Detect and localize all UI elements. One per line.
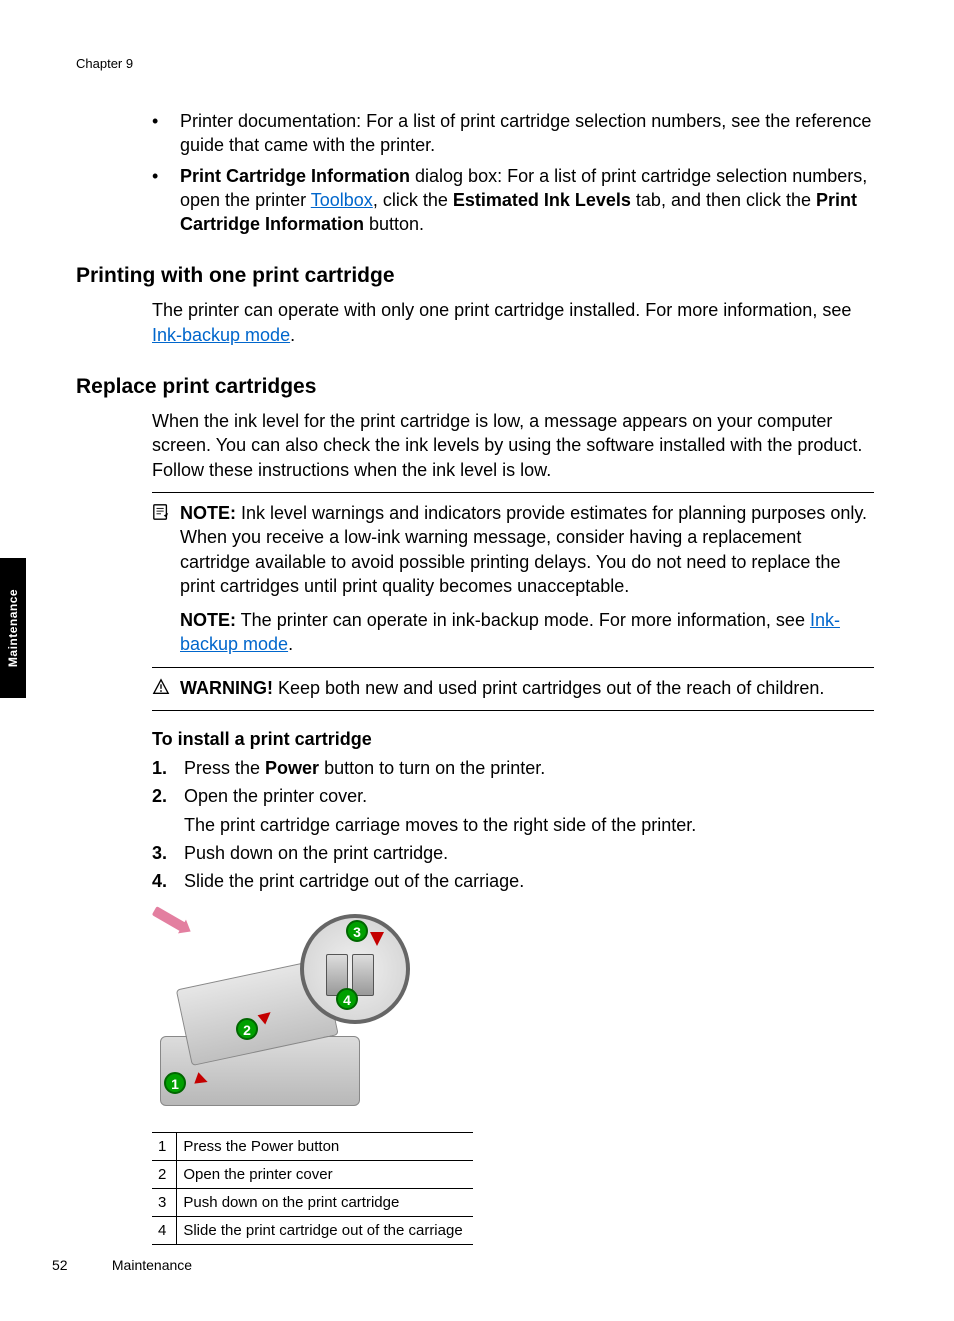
note2-row: NOTE: The printer can operate in ink-bac…	[152, 608, 874, 657]
diagram-badge-1: 1	[164, 1072, 186, 1094]
footer-title: Maintenance	[112, 1257, 192, 1273]
section2-para: When the ink level for the print cartrid…	[152, 409, 874, 482]
section1-para: The printer can operate with only one pr…	[152, 298, 874, 347]
page-number: 52	[52, 1257, 108, 1273]
cartridge-shape	[352, 954, 374, 996]
caption-text: Slide the print cartridge out of the car…	[177, 1216, 473, 1244]
step-2: 2. Open the printer cover.	[152, 784, 884, 808]
text: The printer can operate with only one pr…	[152, 300, 851, 320]
caption-num: 4	[152, 1216, 177, 1244]
caption-text: Push down on the print cartridge	[177, 1188, 473, 1216]
note-label: NOTE:	[180, 503, 236, 523]
notes-callout: NOTE: Ink level warnings and indicators …	[152, 492, 874, 711]
note2-text: NOTE: The printer can operate in ink-bac…	[180, 608, 874, 657]
note-body: The printer can operate in ink-backup mo…	[236, 610, 810, 630]
ordered-steps: 1. Press the Power button to turn on the…	[152, 756, 884, 809]
step-3-text: Push down on the print cartridge.	[184, 841, 884, 865]
steps-title: To install a print cartridge	[152, 729, 884, 750]
text: .	[290, 325, 295, 345]
note-icon	[152, 501, 180, 598]
caption-num: 3	[152, 1188, 177, 1216]
step-4-text: Slide the print cartridge out of the car…	[184, 869, 884, 893]
step-3: 3. Push down on the print cartridge.	[152, 841, 884, 865]
page-content: Chapter 9 • Printer documentation: For a…	[0, 0, 954, 1285]
ordered-steps-cont: 3. Push down on the print cartridge. 4. …	[152, 841, 884, 894]
text: , click the	[373, 190, 453, 210]
text: .	[288, 634, 293, 654]
text: button to turn on the printer.	[319, 758, 545, 778]
step-number: 4.	[152, 869, 184, 893]
table-row: 1 Press the Power button	[152, 1132, 473, 1160]
diagram-badge-3: 3	[346, 920, 368, 942]
pink-arrow-4	[152, 906, 186, 932]
side-tab: Maintenance	[0, 558, 26, 698]
note-label: NOTE:	[180, 610, 236, 630]
intro-bullet-list: • Printer documentation: For a list of p…	[152, 109, 874, 236]
warning-text: WARNING! Keep both new and used print ca…	[180, 676, 874, 702]
bullet-dot: •	[152, 164, 180, 237]
warning-row: WARNING! Keep both new and used print ca…	[152, 676, 874, 702]
diagram-badge-4: 4	[336, 988, 358, 1010]
section1-title: Printing with one print cartridge	[76, 264, 884, 288]
intro-bullet-2: • Print Cartridge Information dialog box…	[152, 164, 874, 237]
step-number: 3.	[152, 841, 184, 865]
caption-num: 2	[152, 1160, 177, 1188]
intro-bullet-2-text: Print Cartridge Information dialog box: …	[180, 164, 874, 237]
step-1-text: Press the Power button to turn on the pr…	[184, 756, 884, 780]
diagram-badge-2: 2	[236, 1018, 258, 1040]
page-footer: 52 Maintenance	[52, 1257, 192, 1273]
table-row: 2 Open the printer cover	[152, 1160, 473, 1188]
section2-title: Replace print cartridges	[76, 375, 884, 399]
table-row: 3 Push down on the print cartridge	[152, 1188, 473, 1216]
ink-backup-link[interactable]: Ink-backup mode	[152, 325, 290, 345]
side-tab-label: Maintenance	[6, 589, 20, 667]
spacer	[152, 608, 180, 657]
bullet-dot: •	[152, 109, 180, 158]
step-1: 1. Press the Power button to turn on the…	[152, 756, 884, 780]
note1-row: NOTE: Ink level warnings and indicators …	[152, 501, 874, 598]
caption-text: Open the printer cover	[177, 1160, 473, 1188]
bold-text: Power	[265, 758, 319, 778]
table-row: 4 Slide the print cartridge out of the c…	[152, 1216, 473, 1244]
step-number: 2.	[152, 784, 184, 808]
warning-body: Keep both new and used print cartridges …	[273, 678, 824, 698]
bold-text: Print Cartridge Information	[180, 166, 410, 186]
text: Press the	[184, 758, 265, 778]
text: tab, and then click the	[631, 190, 816, 210]
intro-bullet-1: • Printer documentation: For a list of p…	[152, 109, 874, 158]
printer-diagram: 1 2 3 4	[152, 914, 412, 1114]
bold-text: Estimated Ink Levels	[453, 190, 631, 210]
step-4: 4. Slide the print cartridge out of the …	[152, 869, 884, 893]
callout-separator	[152, 667, 874, 668]
caption-num: 1	[152, 1132, 177, 1160]
chapter-header: Chapter 9	[76, 56, 884, 71]
text: button.	[364, 214, 424, 234]
toolbox-link[interactable]: Toolbox	[311, 190, 373, 210]
step-number: 1.	[152, 756, 184, 780]
caption-table: 1 Press the Power button 2 Open the prin…	[152, 1132, 473, 1245]
warning-icon	[152, 676, 180, 702]
intro-bullet-1-text: Printer documentation: For a list of pri…	[180, 109, 874, 158]
note-body: Ink level warnings and indicators provid…	[180, 503, 867, 596]
step-2-sub: The print cartridge carriage moves to th…	[184, 813, 884, 837]
red-arrow-3	[370, 932, 384, 946]
caption-text: Press the Power button	[177, 1132, 473, 1160]
warning-label: WARNING!	[180, 678, 273, 698]
note1-text: NOTE: Ink level warnings and indicators …	[180, 501, 874, 598]
step-2-text: Open the printer cover.	[184, 784, 884, 808]
